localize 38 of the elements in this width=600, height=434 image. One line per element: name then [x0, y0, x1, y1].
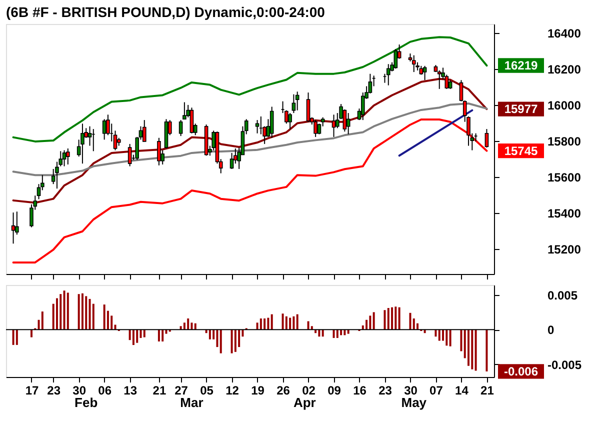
chart-title: (6B #F - BRITISH POUND,D) Dynamic,0:00-24:00: [6, 4, 326, 20]
x-tick-label: 27: [174, 384, 188, 398]
y-tick-label: 0: [548, 323, 554, 338]
x-tick-label: 07: [430, 384, 444, 398]
y-tick-label: 15200: [548, 242, 582, 256]
x-tick-label: 05: [200, 384, 214, 398]
data-label: 16219: [504, 58, 538, 73]
data-label: 15745: [504, 144, 538, 158]
text: Mar: [180, 395, 204, 410]
y-tick-label: -0.005: [548, 358, 582, 372]
x-tick-label: 26: [276, 384, 290, 398]
x-tick-label: 17: [25, 384, 39, 398]
x-tick-label: 02: [302, 384, 316, 398]
x-tick-label: 09: [328, 384, 342, 398]
text: Apr: [293, 395, 316, 410]
x-tick-label: 16: [353, 384, 367, 398]
x-tick-label: 21: [152, 384, 166, 398]
data-label: 15977: [504, 102, 538, 116]
x-tick-label: 14: [455, 384, 469, 398]
x-tick-label: 19: [251, 384, 265, 398]
x-tick-label: 30: [404, 384, 418, 398]
text: Feb: [74, 395, 98, 410]
y-tick-label: 15400: [548, 206, 582, 220]
y-tick-label: 15800: [548, 134, 582, 148]
x-tick-label: 13: [124, 384, 138, 398]
x-tick-label: 06: [98, 384, 112, 398]
data-label: -0.006: [504, 364, 538, 378]
x-tick-label: 12: [226, 384, 240, 398]
y-tick-label: 16400: [548, 26, 582, 40]
y-tick-label: 16000: [548, 98, 582, 112]
x-tick-label: 23: [47, 384, 61, 398]
x-tick-label: 21: [480, 384, 494, 398]
y-tick-label: 0.005: [548, 288, 578, 302]
text: May: [401, 395, 428, 410]
y-tick-label: 15600: [548, 170, 582, 184]
y-tick-label: 16200: [548, 62, 582, 76]
x-tick-label: 23: [378, 384, 392, 398]
x-tick-label: 30: [72, 384, 86, 398]
